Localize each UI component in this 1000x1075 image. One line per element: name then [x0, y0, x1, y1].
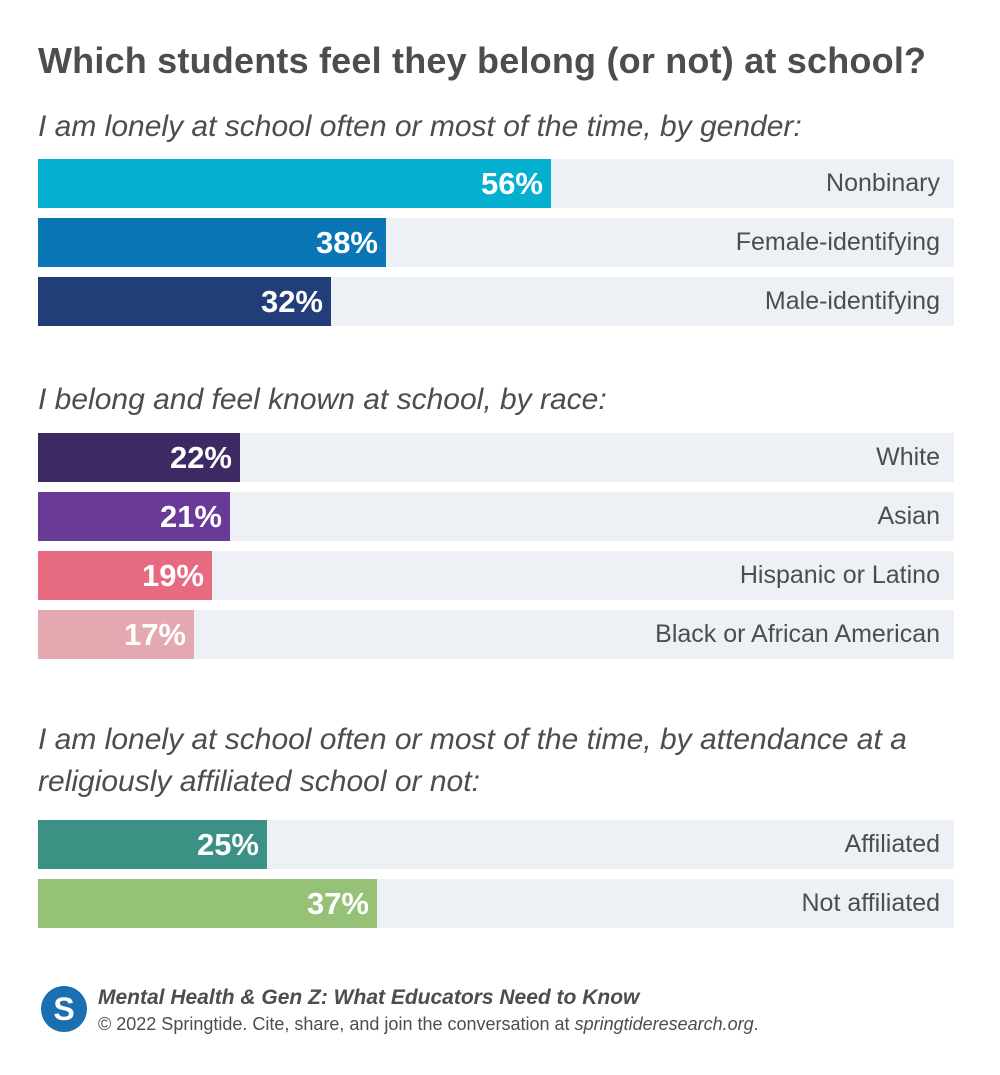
bar-value-label: 22%: [169, 440, 232, 475]
bar-chart-religious: 25% Affiliated 37% Not affiliated: [38, 820, 954, 938]
bar-value-label: 21%: [159, 499, 222, 534]
category-label: White: [876, 443, 940, 471]
bar-value-label: 38%: [315, 225, 378, 260]
category-label: Male-identifying: [764, 287, 940, 315]
website-link[interactable]: springtideresearch.org: [574, 1014, 754, 1034]
bar-row: 17% Black or African American: [38, 610, 954, 659]
bar-chart-race: 22% White 21% Asian 19% Hispanic or Latino 17%…: [38, 433, 954, 669]
credit-suffix: .: [753, 1014, 759, 1034]
bar-row: 37% Not affiliated: [38, 879, 954, 928]
bar-row: 25% Affiliated: [38, 820, 954, 869]
category-label: Nonbinary: [826, 169, 940, 197]
bar: [38, 820, 267, 869]
section-title-religious: I am lonely at school often or most of t…: [38, 723, 907, 798]
category-label: Hispanic or Latino: [739, 561, 940, 589]
bar: [38, 433, 240, 482]
bar-value-label: 32%: [260, 284, 323, 319]
section-title-race: I belong and feel known at school, by ra…: [38, 383, 607, 416]
bar: [38, 879, 377, 928]
bar-row: 19% Hispanic or Latino: [38, 551, 954, 600]
bar: [38, 159, 551, 208]
category-label: Black or African American: [655, 620, 940, 648]
publication-title: Mental Health & Gen Z: What Educators Ne…: [98, 986, 640, 1009]
category-label: Affiliated: [844, 830, 940, 858]
bar-value-label: 17%: [123, 617, 186, 652]
bar-row: 21% Asian: [38, 492, 954, 541]
bar: [38, 551, 212, 600]
bar-chart-gender: 56% Nonbinary 38% Female-identifying 32% Male…: [38, 159, 954, 336]
copyright-credit: © 2022 Springtide. Cite, share, and join…: [98, 1014, 759, 1035]
bar-row: 38% Female-identifying: [38, 218, 954, 267]
section-title-gender: I am lonely at school often or most of t…: [38, 110, 802, 143]
bar: [38, 610, 194, 659]
bar-row: 32% Male-identifying: [38, 277, 954, 326]
bar: [38, 492, 230, 541]
logo-letter: S: [53, 991, 74, 1027]
bar-value-label: 19%: [141, 558, 204, 593]
bar-value-label: 25%: [196, 827, 259, 862]
bar-row: 56% Nonbinary: [38, 159, 954, 208]
bar-row: 22% White: [38, 433, 954, 482]
bar: [38, 277, 331, 326]
bar-value-label: 56%: [480, 166, 543, 201]
bar: [38, 218, 386, 267]
credit-prefix: © 2022 Springtide. Cite, share, and join…: [98, 1014, 575, 1034]
category-label: Not affiliated: [801, 889, 940, 917]
category-label: Asian: [877, 502, 940, 530]
springtide-logo-icon: S: [41, 986, 87, 1032]
category-label: Female-identifying: [735, 228, 940, 256]
page-title: Which students feel they belong (or not)…: [38, 40, 927, 81]
bar-value-label: 37%: [306, 886, 369, 921]
